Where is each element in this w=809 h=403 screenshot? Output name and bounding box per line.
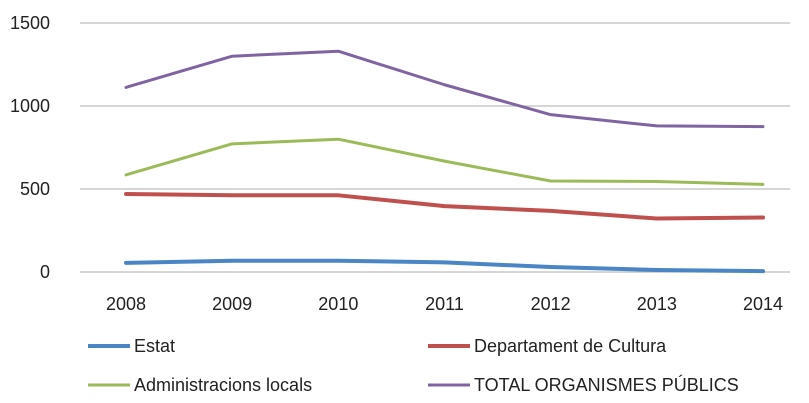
x-tick-label: 2014 bbox=[743, 294, 783, 314]
series-line-3 bbox=[124, 137, 765, 186]
y-axis-ticks: 0 500 1000 1500 bbox=[10, 13, 50, 282]
x-tick-label: 2011 bbox=[425, 294, 464, 314]
legend-label: Administracions locals bbox=[134, 375, 312, 395]
x-tick-label: 2009 bbox=[212, 294, 252, 314]
y-tick-label: 500 bbox=[20, 179, 50, 199]
gridlines bbox=[80, 22, 790, 273]
y-tick-label: 1000 bbox=[10, 96, 50, 116]
series-lines bbox=[124, 49, 765, 274]
x-tick-label: 2010 bbox=[318, 294, 358, 314]
legend-label: Departament de Cultura bbox=[474, 336, 667, 356]
x-tick-label: 2013 bbox=[637, 294, 677, 314]
x-tick-label: 2008 bbox=[106, 294, 146, 314]
legend: Estat Departament de Cultura Administracio… bbox=[88, 336, 739, 395]
legend-label: Estat bbox=[134, 336, 175, 356]
series-line-4 bbox=[124, 49, 765, 129]
x-tick-label: 2012 bbox=[531, 294, 571, 314]
series-line-2 bbox=[124, 191, 765, 221]
legend-label: TOTAL ORGANISMES PÚBLICS bbox=[474, 374, 739, 395]
y-tick-label: 1500 bbox=[10, 13, 50, 33]
x-axis-ticks: 2008 2009 2010 2011 2012 2013 2014 bbox=[106, 294, 783, 314]
y-tick-label: 0 bbox=[40, 262, 50, 282]
series-line-1 bbox=[124, 258, 765, 274]
